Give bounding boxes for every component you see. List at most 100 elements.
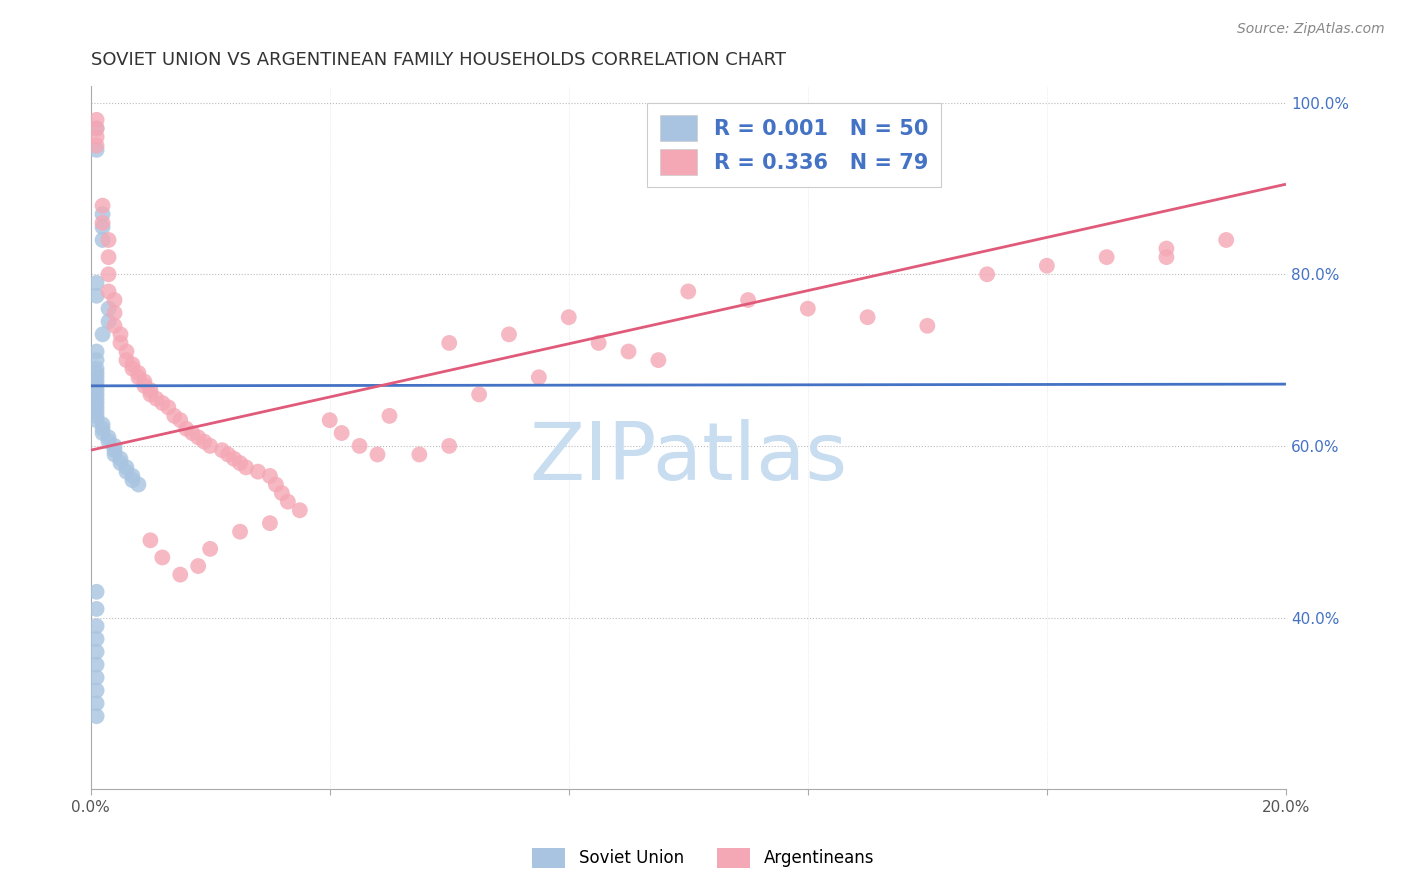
Point: [103, 293, 125, 307]
Point: [917, 318, 939, 333]
Text: ZIPatlas: ZIPatlas: [529, 419, 848, 498]
Point: [127, 366, 149, 380]
Point: [439, 335, 461, 350]
Point: [86, 584, 108, 599]
Point: [737, 293, 759, 307]
Point: [1156, 242, 1178, 256]
Text: Source: ZipAtlas.com: Source: ZipAtlas.com: [1237, 22, 1385, 37]
Point: [86, 375, 108, 389]
Point: [97, 250, 120, 264]
Point: [121, 358, 143, 372]
Point: [86, 413, 108, 427]
Point: [856, 310, 879, 325]
Point: [1156, 250, 1178, 264]
Point: [318, 413, 340, 427]
Point: [181, 425, 204, 440]
Point: [1036, 259, 1059, 273]
Point: [86, 387, 108, 401]
Point: [139, 387, 162, 401]
Point: [378, 409, 401, 423]
Point: [86, 112, 108, 127]
Point: [91, 199, 114, 213]
Point: [86, 696, 108, 710]
Point: [86, 602, 108, 616]
Point: [797, 301, 820, 316]
Point: [91, 216, 114, 230]
Point: [115, 353, 138, 368]
Point: [222, 451, 245, 466]
Point: [270, 486, 292, 500]
Point: [103, 443, 125, 458]
Point: [139, 533, 162, 548]
Point: [86, 383, 108, 397]
Point: [86, 632, 108, 646]
Point: [1095, 250, 1118, 264]
Point: [86, 121, 108, 136]
Point: [217, 448, 239, 462]
Point: [145, 392, 167, 406]
Point: [115, 460, 138, 475]
Point: [439, 439, 461, 453]
Point: [498, 327, 520, 342]
Point: [97, 285, 120, 299]
Point: [86, 657, 108, 672]
Point: [97, 314, 120, 328]
Point: [91, 417, 114, 432]
Point: [187, 430, 209, 444]
Legend: Soviet Union, Argentineans: Soviet Union, Argentineans: [526, 841, 880, 875]
Point: [330, 425, 353, 440]
Point: [264, 477, 287, 491]
Point: [110, 335, 132, 350]
Point: [103, 306, 125, 320]
Point: [86, 645, 108, 659]
Point: [229, 524, 252, 539]
Point: [169, 413, 191, 427]
Point: [91, 327, 114, 342]
Point: [235, 460, 257, 475]
Point: [86, 143, 108, 157]
Point: [157, 401, 180, 415]
Point: [91, 207, 114, 221]
Point: [86, 396, 108, 410]
Point: [150, 396, 173, 410]
Point: [86, 353, 108, 368]
Point: [408, 448, 430, 462]
Point: [150, 550, 173, 565]
Point: [1215, 233, 1237, 247]
Point: [97, 233, 120, 247]
Point: [187, 559, 209, 574]
Point: [86, 289, 108, 303]
Point: [86, 130, 108, 145]
Point: [139, 383, 162, 397]
Point: [349, 439, 371, 453]
Point: [86, 671, 108, 685]
Point: [121, 473, 143, 487]
Point: [288, 503, 311, 517]
Point: [86, 709, 108, 723]
Point: [86, 404, 108, 418]
Point: [121, 469, 143, 483]
Point: [103, 318, 125, 333]
Point: [678, 285, 700, 299]
Point: [86, 379, 108, 393]
Point: [229, 456, 252, 470]
Point: [647, 353, 669, 368]
Point: [103, 439, 125, 453]
Point: [103, 448, 125, 462]
Point: [91, 422, 114, 436]
Point: [588, 335, 610, 350]
Point: [115, 465, 138, 479]
Point: [97, 434, 120, 449]
Point: [86, 276, 108, 290]
Point: [110, 327, 132, 342]
Point: [97, 268, 120, 282]
Point: [127, 477, 149, 491]
Point: [97, 430, 120, 444]
Point: [174, 422, 197, 436]
Point: [366, 448, 388, 462]
Point: [193, 434, 215, 449]
Point: [115, 344, 138, 359]
Point: [259, 469, 281, 483]
Text: SOVIET UNION VS ARGENTINEAN FAMILY HOUSEHOLDS CORRELATION CHART: SOVIET UNION VS ARGENTINEAN FAMILY HOUSE…: [90, 51, 786, 69]
Point: [468, 387, 491, 401]
